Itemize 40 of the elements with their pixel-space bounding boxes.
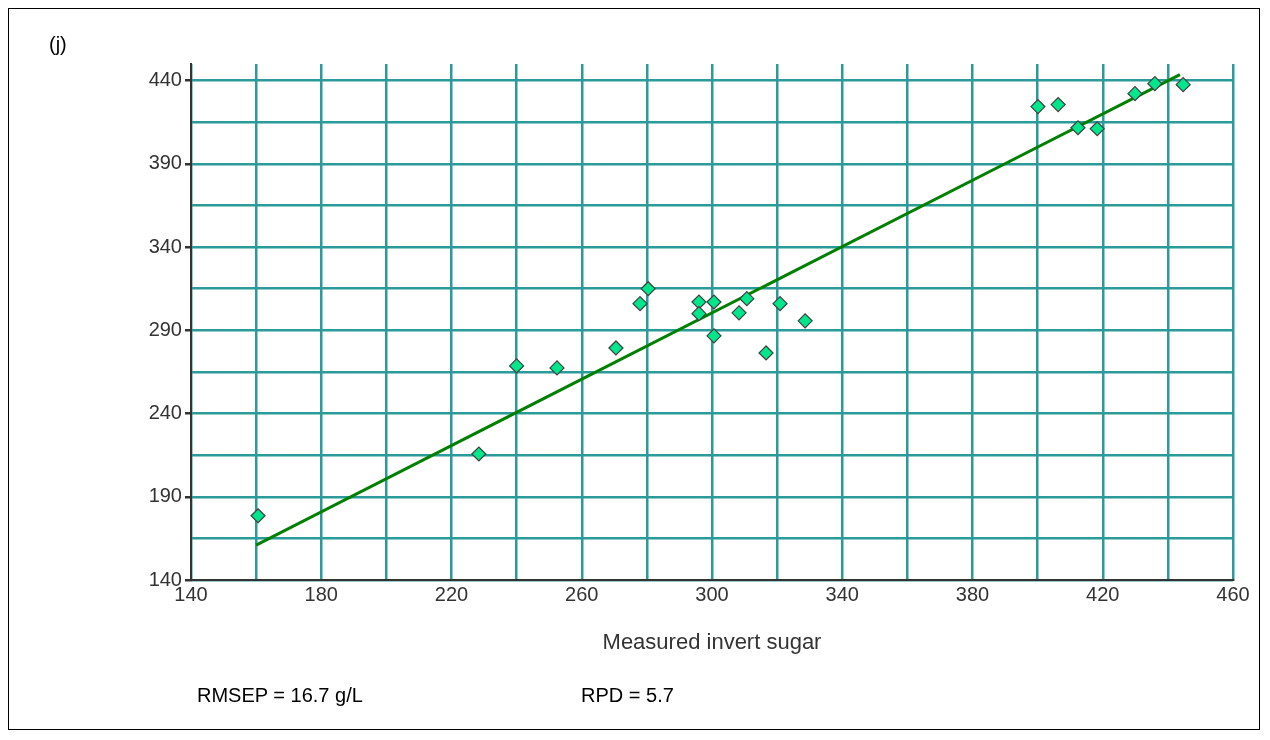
point — [549, 360, 565, 376]
y-tick-label: 440 — [148, 68, 182, 91]
point — [772, 296, 788, 312]
point — [731, 305, 747, 321]
point — [1070, 120, 1086, 136]
y-tick-label: 240 — [148, 401, 182, 424]
point — [632, 296, 648, 312]
x-tick-label: 300 — [695, 582, 729, 605]
point — [608, 340, 624, 356]
point — [1030, 99, 1046, 115]
point — [1175, 77, 1191, 93]
point — [1050, 97, 1066, 113]
point — [797, 313, 813, 329]
point — [691, 306, 707, 322]
text: RMSEP = 16.7 g/L — [197, 684, 363, 706]
point — [1089, 121, 1105, 137]
point — [509, 358, 525, 374]
point — [739, 291, 755, 307]
y-tick-label: 340 — [148, 234, 182, 257]
chart-title: (j) — [49, 33, 67, 55]
x-tick-label: 180 — [304, 582, 338, 605]
y-tick-label: 390 — [148, 151, 182, 174]
text: RPD = 5.7 — [581, 684, 674, 706]
point — [706, 328, 722, 344]
x-tick-label: 420 — [1086, 582, 1120, 605]
point — [250, 508, 266, 524]
point — [640, 281, 656, 297]
y-tick-label: 290 — [148, 317, 182, 340]
x-tick-label: 260 — [565, 582, 599, 605]
point — [706, 294, 722, 310]
x-tick-label: 460 — [1216, 582, 1250, 605]
x-tick-label: 220 — [434, 582, 469, 605]
x-tick-label: 380 — [955, 582, 990, 605]
point — [758, 345, 774, 361]
y-tick-label: 190 — [148, 484, 182, 507]
point — [1127, 86, 1143, 102]
x-tick-label: 340 — [825, 582, 859, 605]
point — [471, 446, 487, 462]
point — [1147, 76, 1163, 92]
x-axis-title: Measured invert sugar — [602, 628, 822, 654]
